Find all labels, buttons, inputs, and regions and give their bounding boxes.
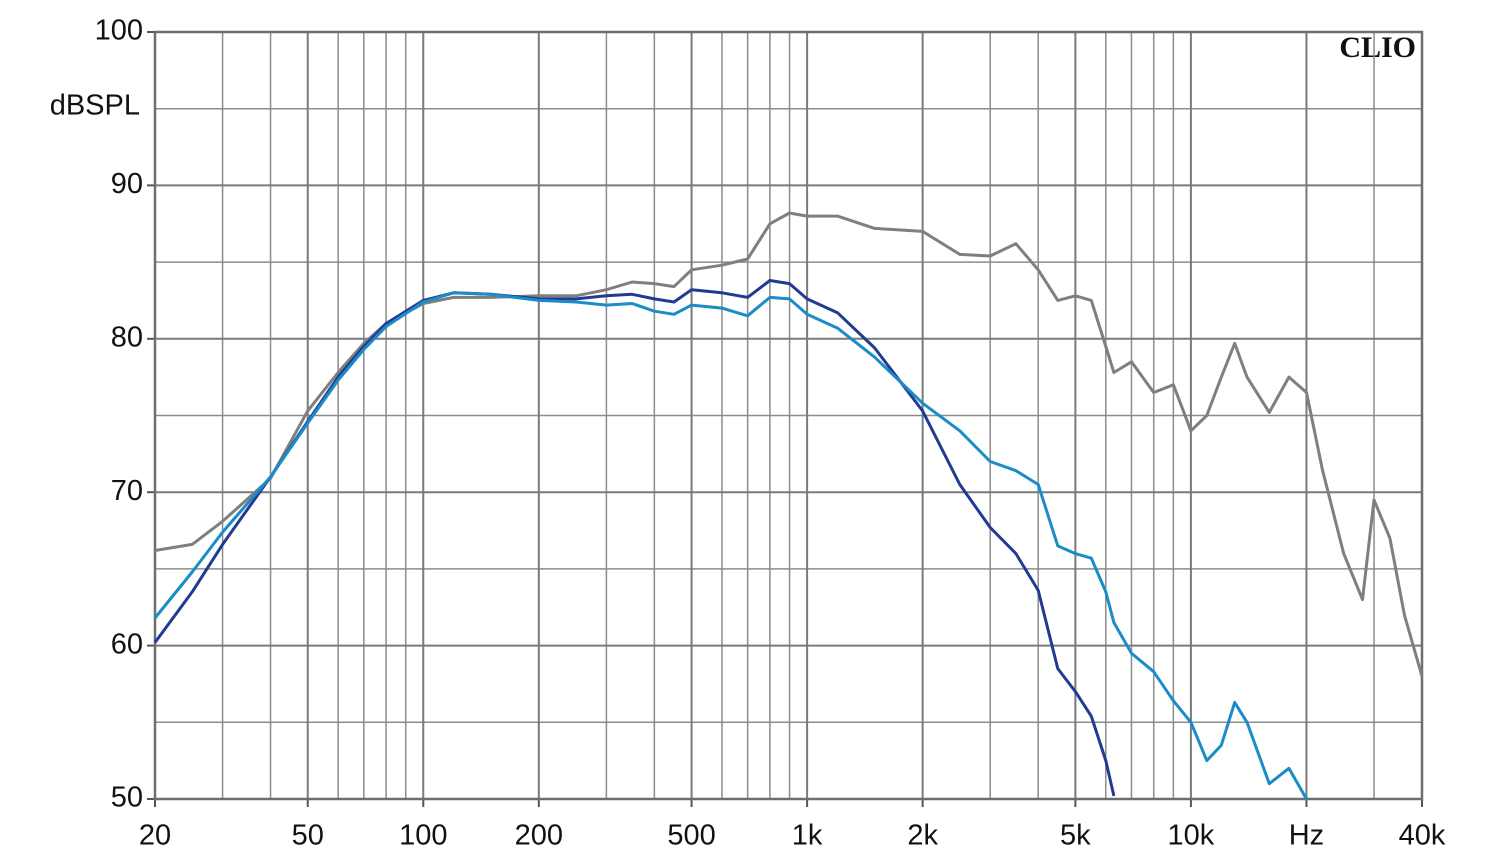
x-tick-label: Hz (1289, 820, 1324, 852)
series-line (153, 291, 1308, 800)
y-tick-label: 90 (111, 168, 143, 200)
y-tick-label: 50 (111, 782, 143, 814)
series-line (154, 211, 1424, 677)
x-tick-label: 100 (399, 820, 447, 852)
x-tick-label: 40k (1399, 820, 1446, 852)
x-tick-label: 5k (1060, 820, 1091, 852)
y-tick-label: 60 (111, 628, 143, 660)
x-tick-label: 1k (792, 820, 823, 852)
plot-frame (153, 30, 1424, 801)
x-tick-label: 2k (907, 820, 938, 852)
annotation: CLIO (1339, 31, 1416, 64)
x-tick-label: 50 (292, 820, 324, 852)
x-tick-label: 200 (515, 820, 563, 852)
series-line (153, 279, 1116, 797)
y-axis-label: dBSPL (50, 90, 140, 122)
x-tick-label: 10k (1168, 820, 1215, 852)
x-tick-label: 500 (667, 820, 715, 852)
y-tick-label: 80 (111, 321, 143, 353)
y-tick-label: 100 (95, 15, 143, 47)
y-tick-label: 70 (111, 475, 143, 507)
x-tick-label: 20 (139, 820, 171, 852)
